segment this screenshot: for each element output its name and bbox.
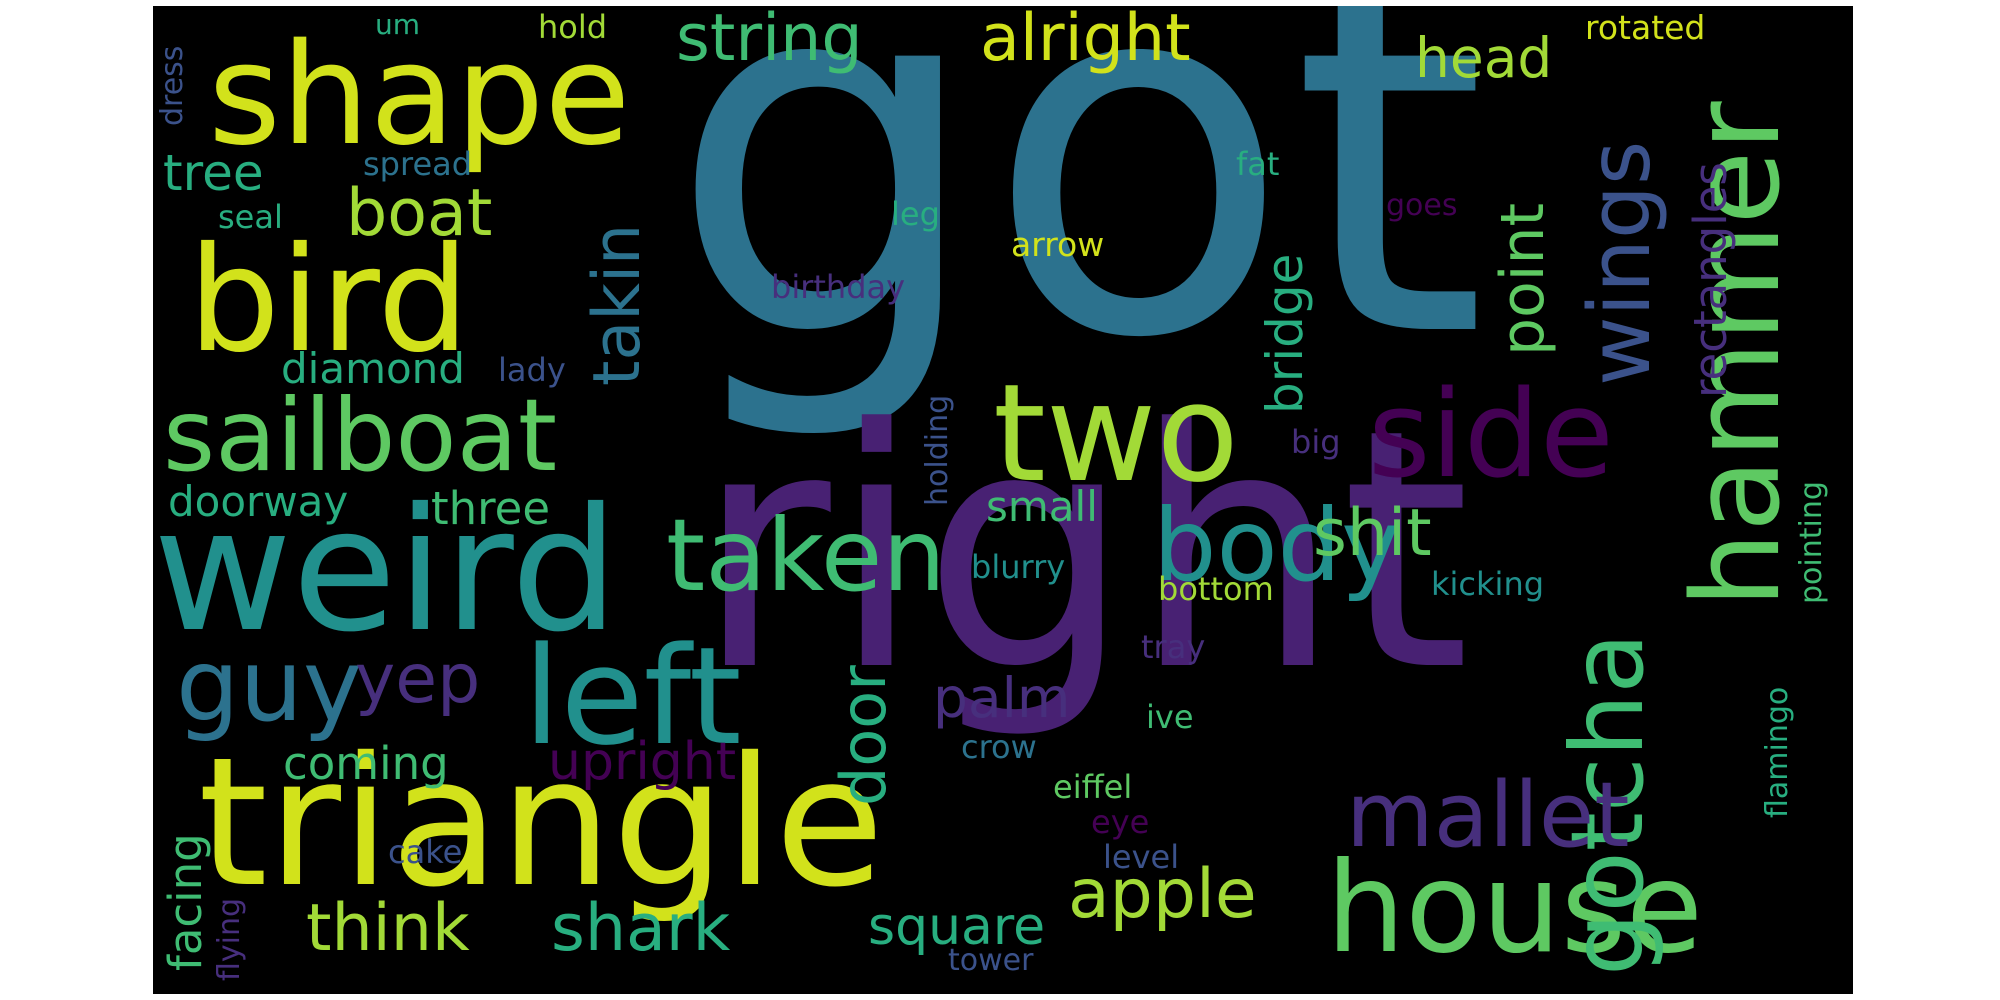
word-yep: yep (355, 640, 481, 719)
word-taken: taken (666, 497, 946, 614)
word-flying: flying (212, 897, 247, 981)
word-kicking: kicking (1431, 565, 1545, 603)
word-two: two (993, 355, 1239, 512)
word-cake: cake (388, 833, 463, 871)
word-bridge: bridge (1256, 253, 1314, 414)
word-level: level (1103, 838, 1180, 876)
word-spread: spread (363, 145, 473, 183)
word-apple: apple (1068, 855, 1257, 934)
word-left: left (523, 618, 742, 775)
word-coming: coming (283, 737, 449, 790)
word-head: head (1415, 26, 1553, 90)
word-right: right (695, 359, 1471, 743)
word-guy: guy (176, 627, 363, 744)
word-upright: upright (548, 732, 737, 792)
word-goes: goes (1386, 188, 1458, 223)
word-body: body (1153, 487, 1401, 604)
word-ive: ive (1146, 698, 1194, 736)
word-arrow: arrow (1011, 225, 1105, 264)
word-birthday: birthday (771, 268, 906, 306)
word-triangle: triangle (198, 719, 885, 926)
word-boat: boat (346, 176, 493, 251)
word-rotated: rotated (1585, 8, 1706, 47)
word-holding: holding (920, 394, 955, 506)
word-crow: crow (961, 728, 1037, 766)
word-point: point (1488, 202, 1558, 356)
word-flamingo: flamingo (1760, 686, 1795, 818)
word-shit: shit (1313, 496, 1432, 571)
word-sailboat: sailboat (163, 377, 558, 494)
word-seal: seal (218, 198, 283, 236)
word-tree: tree (163, 144, 264, 202)
word-eiffel: eiffel (1053, 768, 1133, 806)
word-tower: tower (948, 943, 1034, 978)
word-door: door (827, 665, 900, 806)
word-cloud: got right triangle weird shape bird two … (153, 6, 1853, 994)
word-bird: bird (188, 216, 470, 385)
word-square: square (868, 897, 1046, 957)
word-bottom: bottom (1158, 570, 1274, 608)
word-string: string (676, 6, 863, 76)
word-side: side (1368, 366, 1614, 505)
word-takin: takin (580, 223, 655, 386)
word-think: think (306, 891, 470, 966)
word-shape: shape (208, 14, 631, 177)
word-shark: shark (551, 891, 731, 966)
word-house: house (1326, 836, 1703, 981)
word-three: three (431, 482, 551, 535)
word-blurry: blurry (971, 548, 1066, 586)
word-got: got (668, 6, 1488, 447)
word-wings: wings (1571, 140, 1670, 386)
word-diamond: diamond (281, 344, 465, 393)
word-big: big (1291, 423, 1341, 461)
word-palm: palm (933, 666, 1071, 730)
word-um: um (375, 8, 421, 41)
word-tray: tray (1141, 628, 1206, 666)
word-pointing: pointing (1794, 481, 1829, 604)
word-weird: weird (153, 472, 619, 670)
word-rectangles: rectangles (1684, 162, 1737, 398)
word-small: small (986, 482, 1098, 531)
word-leg: leg (891, 195, 940, 233)
word-mallet: mallet (1346, 763, 1630, 868)
word-hold: hold (538, 8, 608, 46)
word-eye: eye (1091, 803, 1150, 841)
word-doorway: doorway (168, 477, 349, 526)
word-dress: dress (155, 45, 190, 126)
word-fat: fat (1236, 145, 1280, 183)
word-alright: alright (980, 6, 1191, 76)
word-facing: facing (159, 833, 212, 971)
word-lady: lady (498, 351, 566, 389)
